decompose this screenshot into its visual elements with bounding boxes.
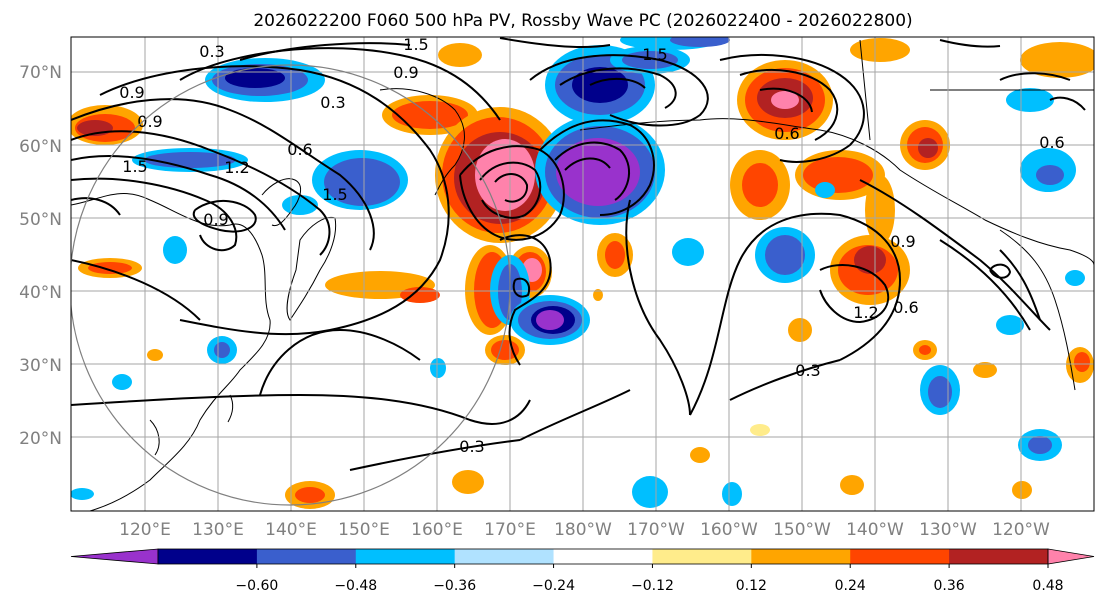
colorbar-label: −0.48 (334, 578, 377, 594)
contour-label: 1.5 (322, 185, 347, 204)
lon-label: 180°W (554, 520, 612, 540)
contour-label: 0.9 (890, 232, 915, 251)
lon-label: 140°E (265, 520, 317, 540)
latitude-labels: 70°N 60°N 50°N 40°N 30°N 20°N (19, 63, 62, 449)
colorbar-segment (256, 549, 357, 564)
colorbar-label: −0.60 (235, 578, 278, 594)
contour-labels: 0.3 1.5 0.9 0.3 0.9 1.5 0.6 1.2 1.5 0.9 … (119, 35, 1064, 456)
lon-label: 120°W (992, 520, 1050, 540)
colorbar-label: −0.24 (532, 578, 575, 594)
lon-label: 170°E (484, 520, 536, 540)
contour-label: 0.9 (203, 210, 228, 229)
map-panel: 0.3 1.5 0.9 0.3 0.9 1.5 0.6 1.2 1.5 0.9 … (71, 35, 1094, 511)
contour-label: 0.3 (459, 437, 484, 456)
contour-label: 0.9 (119, 83, 144, 102)
colorbar-label: 0.48 (1032, 578, 1063, 594)
colorbar-label: −0.36 (433, 578, 476, 594)
colorbar-extend-min (70, 548, 159, 565)
colorbar-segment (949, 549, 1049, 564)
contour-label: 1.5 (122, 157, 147, 176)
colorbar-label: 0.12 (736, 578, 767, 594)
colorbar-segment (850, 549, 950, 564)
lon-label: 120°E (119, 520, 171, 540)
lat-label: 40°N (19, 283, 62, 303)
contour-label: 0.6 (774, 124, 799, 143)
lat-label: 20°N (19, 429, 62, 449)
contour-label: 0.3 (320, 93, 345, 112)
colorbar-segment (751, 549, 851, 564)
colorbar-segment (652, 549, 752, 564)
colorbar-segment (553, 549, 653, 564)
contour-label: 1.5 (642, 45, 667, 64)
lat-label: 50°N (19, 210, 62, 230)
contour-label: 0.9 (137, 112, 162, 131)
colorbar-segment (355, 549, 456, 564)
lon-label: 160°E (411, 520, 463, 540)
colorbar-frame (157, 548, 1049, 565)
lat-label: 70°N (19, 63, 62, 83)
lon-label: 130°W (919, 520, 977, 540)
pv-contours (71, 37, 1086, 471)
colorbar-segment (158, 549, 258, 564)
contour-label: 0.6 (1039, 133, 1064, 152)
colorbar-segment (454, 549, 555, 564)
colorbar-label: −0.12 (631, 578, 674, 594)
contour-label: 1.2 (224, 158, 249, 177)
lat-label: 60°N (19, 137, 62, 157)
colorbar-label: 0.36 (934, 578, 965, 594)
contour-label: 0.6 (287, 140, 312, 159)
contour-label: 1.5 (403, 35, 428, 54)
contour-label: 0.6 (893, 298, 918, 317)
colorbar: −0.60 −0.48 −0.36 −0.24 −0.12 0.12 0.24 0.36 0.4… (70, 548, 1095, 594)
lon-label: 130°E (192, 520, 244, 540)
longitude-labels: 120°E 130°E 140°E 150°E 160°E 170°E 180°W 170°W… (119, 520, 1050, 540)
lon-label: 150°E (338, 520, 390, 540)
lon-label: 160°W (700, 520, 758, 540)
map-title: 2026022200 F060 500 hPa PV, Rossby Wave … (253, 11, 912, 31)
lon-label: 140°W (846, 520, 904, 540)
lat-label: 30°N (19, 356, 62, 376)
contour-label: 0.3 (795, 361, 820, 380)
lon-label: 150°W (773, 520, 831, 540)
map-frame (70, 36, 1095, 512)
colorbar-label: 0.24 (835, 578, 866, 594)
contour-label: 0.9 (393, 63, 418, 82)
reference-circle (71, 64, 511, 506)
contour-label: 0.3 (199, 42, 224, 61)
colorbar-extend-max (1047, 548, 1095, 565)
contour-label: 1.2 (853, 303, 878, 322)
lon-label: 170°W (627, 520, 685, 540)
graticule (71, 37, 1094, 511)
